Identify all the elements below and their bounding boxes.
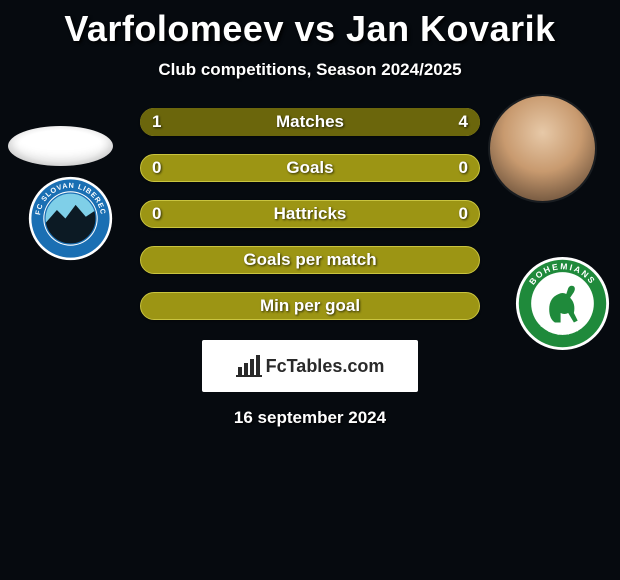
stat-label: Min per goal <box>140 292 480 320</box>
player-photo-right <box>490 96 595 201</box>
stat-row-hattricks: 0 Hattricks 0 <box>140 200 480 228</box>
subtitle: Club competitions, Season 2024/2025 <box>0 60 620 80</box>
watermark-text: FcTables.com <box>266 356 385 377</box>
club-badge-left: FC SLOVAN LIBEREC <box>28 176 113 261</box>
stat-value-right: 0 <box>459 154 468 182</box>
stat-value-right: 4 <box>459 108 468 136</box>
club-badge-right: BOHEMIANS PRAHA <box>515 256 600 341</box>
stat-row-min-per-goal: Min per goal <box>140 292 480 320</box>
stat-label: Goals <box>140 154 480 182</box>
stat-label: Matches <box>140 108 480 136</box>
stat-row-goals: 0 Goals 0 <box>140 154 480 182</box>
stat-label: Goals per match <box>140 246 480 274</box>
stat-row-goals-per-match: Goals per match <box>140 246 480 274</box>
stat-bars: 1 Matches 4 0 Goals 0 0 Hattricks 0 Goal… <box>140 108 480 320</box>
date-label: 16 september 2024 <box>0 408 620 428</box>
watermark: FcTables.com <box>202 340 418 392</box>
stat-value-right: 0 <box>459 200 468 228</box>
bar-chart-icon <box>236 355 262 377</box>
comparison-panel: FC SLOVAN LIBEREC BOHEMIANS PRAHA <box>0 108 620 428</box>
player-photo-left <box>8 126 113 166</box>
stat-row-matches: 1 Matches 4 <box>140 108 480 136</box>
page-title: Varfolomeev vs Jan Kovarik <box>0 0 620 50</box>
stat-label: Hattricks <box>140 200 480 228</box>
